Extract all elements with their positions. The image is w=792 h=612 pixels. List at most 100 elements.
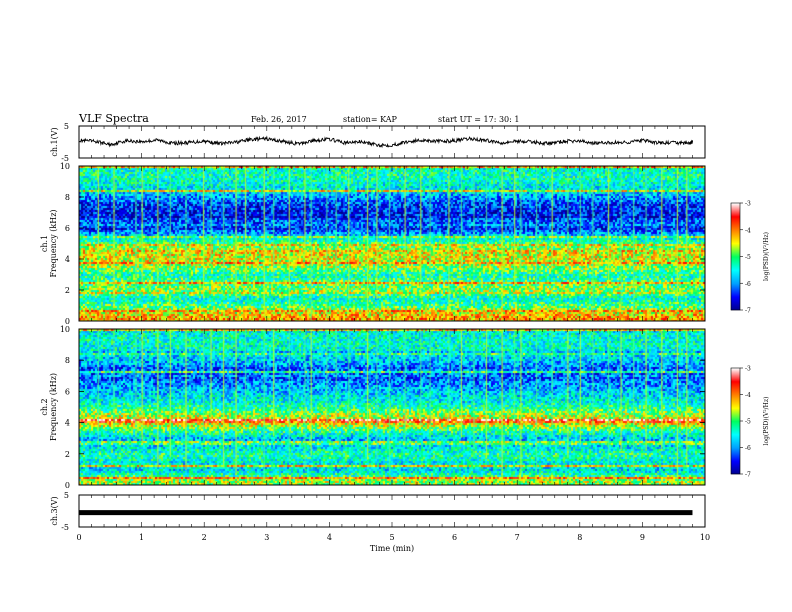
colorbar-band [731,227,740,229]
colorbar-band [731,271,740,273]
colorbar-band [731,430,740,432]
colorbar-band [731,449,740,451]
colorbar-band [731,368,740,370]
colorbar-band [731,466,740,468]
colorbar-tick-label: -6 [745,445,751,452]
colorbar-band [731,302,740,304]
x-tick-label: 7 [515,533,520,542]
colorbar-band [731,256,740,258]
colorbar-band [731,205,740,207]
colorbar-band [731,446,740,448]
colorbar-band [731,303,740,305]
colorbar-band [731,413,740,415]
colorbar-band [731,429,740,431]
colorbar-band [731,249,740,251]
colorbar-band [731,417,740,419]
colorbar-band [731,411,740,413]
colorbar-band [731,246,740,248]
y-tick-label: 4 [65,419,70,428]
colorbar-band [731,386,740,388]
colorbar-band [731,219,740,221]
y-tick-label: 8 [65,193,70,202]
colorbar-band [731,265,740,267]
colorbar-band [731,263,740,265]
y-axis-label: ch.1(V) [50,127,59,156]
colorbar-band [731,288,740,290]
y-tick-label: 10 [60,162,70,171]
colorbar-band [731,260,740,262]
colorbar-band [731,387,740,389]
colorbar-band [731,369,740,371]
x-tick-label: 8 [577,533,582,542]
colorbar-band [731,453,740,455]
colorbar-band [731,414,740,416]
colorbar-band [731,431,740,433]
colorbar-band [731,462,740,464]
colorbar-band [731,452,740,454]
colorbar-band [731,275,740,277]
colorbar-band [731,258,740,260]
colorbar-band [731,424,740,426]
colorbar-band [731,213,740,215]
colorbar-band [731,212,740,214]
colorbar-band [731,450,740,452]
colorbar-band [731,280,740,282]
y-axis-label: Frequency (kHz) [49,209,58,277]
colorbar-band [731,421,740,423]
colorbar-tick-label: -6 [745,281,751,288]
colorbar-band [731,222,740,224]
colorbar-band [731,274,740,276]
y-tick-label: 6 [65,387,70,396]
colorbar-band [731,470,740,472]
colorbar-band [731,388,740,390]
x-tick-label: 2 [202,533,207,542]
colorbar-band [731,272,740,274]
colorbar-band [731,378,740,380]
colorbar-band [731,416,740,418]
colorbar-band [731,304,740,306]
colorbar-band [731,279,740,281]
x-tick-label: 1 [139,533,144,542]
colorbar-tick-label: -4 [745,392,751,399]
colorbar-band [731,375,740,377]
colorbar-band [731,276,740,278]
colorbar-band [731,398,740,400]
colorbar-band [731,436,740,438]
colorbar-band [731,405,740,407]
colorbar-band [731,300,740,302]
ch3-waveform-panel: ch.3(V) 5 -5 0 1 2 3 4 5 6 7 8 9 10 Time (min) [50,491,710,553]
ch1-spectrogram-panel: 0 2 4 6 8 10 ch.1 Frequency (kHz) [40,162,706,326]
colorbar-band [731,294,740,296]
colorbar-band [731,251,740,253]
colorbar-band [731,299,740,301]
colorbar-band [731,459,740,461]
colorbar-band [731,259,740,261]
colorbar-band [731,412,740,414]
colorbar-band [731,419,740,421]
colorbar-band [731,409,740,411]
colorbar-band [731,204,740,206]
colorbar-band [731,469,740,471]
colorbar-band [731,463,740,465]
colorbar-band [731,410,740,412]
colorbar-tick-label: -7 [745,308,751,315]
colorbar-band [731,240,740,242]
spectrogram-image [79,329,705,485]
x-tick-label: 9 [640,533,645,542]
colorbar-band [731,400,740,402]
colorbar-band [731,295,740,297]
x-tick-label: 4 [327,533,332,542]
colorbar-band [731,223,740,225]
colorbar-band [731,461,740,463]
colorbar-band [731,244,740,246]
colorbar-band [731,209,740,211]
colorbar-band [731,447,740,449]
colorbar-band [731,445,740,447]
y-tick-label: 0 [65,481,70,490]
colorbar-band [731,435,740,437]
y-tick-label: 2 [65,450,70,459]
colorbar-band [731,457,740,459]
colorbar-band [731,371,740,373]
colorbar-band [731,383,740,385]
colorbar-band [731,404,740,406]
